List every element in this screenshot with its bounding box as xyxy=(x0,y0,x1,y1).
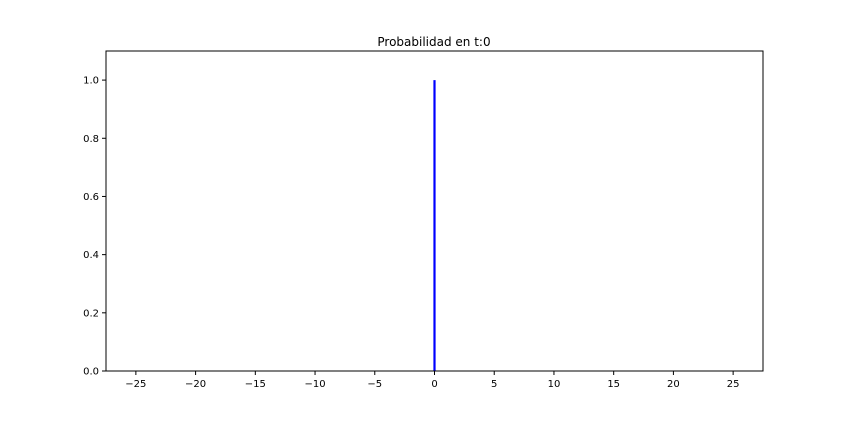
x-tick-label: −10 xyxy=(304,379,325,390)
x-tick-label: −5 xyxy=(367,379,382,390)
x-tick-label: 15 xyxy=(607,379,620,390)
x-tick-label: 25 xyxy=(727,379,740,390)
x-tick-label: −25 xyxy=(125,379,146,390)
y-tick-label: 0.4 xyxy=(83,250,99,261)
x-axis: −25 −20 −15 −10 −5 0 5 10 15 20 25 xyxy=(125,371,740,390)
x-tick-label: −15 xyxy=(245,379,266,390)
y-axis: 0.0 0.2 0.4 0.6 0.8 1.0 xyxy=(83,76,106,378)
x-tick-label: −20 xyxy=(185,379,206,390)
x-tick-label: 5 xyxy=(491,379,497,390)
y-tick-label: 0.0 xyxy=(83,367,99,378)
x-tick-label: 10 xyxy=(548,379,561,390)
y-tick-label: 1.0 xyxy=(83,76,99,87)
x-tick-label: 20 xyxy=(667,379,680,390)
y-tick-label: 0.6 xyxy=(83,192,99,203)
x-tick-label: 0 xyxy=(431,379,437,390)
y-tick-label: 0.8 xyxy=(83,134,99,145)
axes-frame xyxy=(105,50,764,372)
y-tick-label: 0.2 xyxy=(83,308,99,319)
chart-title: Probabilidad en t:0 xyxy=(377,35,490,49)
